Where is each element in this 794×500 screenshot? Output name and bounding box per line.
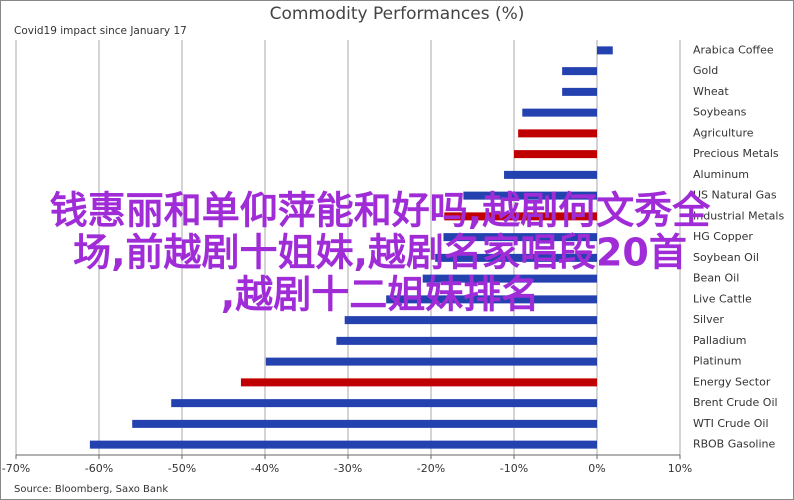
bar <box>463 191 597 200</box>
bar <box>504 170 597 179</box>
overlay-text: ,越剧十二姐妹排名 <box>221 273 539 317</box>
x-tick-label: -30% <box>334 462 362 475</box>
bar <box>518 129 597 138</box>
y-tick-label: Bean Oil <box>693 272 739 285</box>
chart-title: Commodity Performances (%) <box>270 4 525 24</box>
y-tick-label: Silver <box>693 313 724 326</box>
x-tick-label: -60% <box>85 462 113 475</box>
y-tick-label: Arabica Coffee <box>693 43 774 56</box>
y-tick-label: WTI Crude Oil <box>693 417 769 430</box>
y-tick-label: Energy Sector <box>693 375 771 388</box>
y-tick-label: Brent Crude Oil <box>693 396 778 409</box>
x-tick-label: -50% <box>168 462 196 475</box>
y-tick-label: Soybean Oil <box>693 251 759 264</box>
y-tick-label: RBOB Gasoline <box>693 438 776 451</box>
y-tick-label: HG Copper <box>693 230 753 243</box>
x-tick-label: -20% <box>417 462 445 475</box>
y-tick-label: Precious Metals <box>693 147 779 160</box>
source: Source: Bloomberg, Saxo Bank <box>14 484 168 495</box>
bar <box>344 316 597 325</box>
bar <box>265 357 597 366</box>
y-tick-label: Wheat <box>693 85 729 98</box>
bar <box>240 378 597 387</box>
bar <box>89 440 598 449</box>
bar <box>444 212 597 221</box>
bar <box>132 419 597 428</box>
bar <box>443 233 597 242</box>
overlay-text: 场,前越剧十姐妹,越剧名家唱段20首 <box>73 231 687 275</box>
x-tick-label: 0% <box>588 462 605 475</box>
bar <box>562 67 597 76</box>
y-tick-label: Soybeans <box>693 106 747 119</box>
bar <box>597 46 613 55</box>
y-tick-label: Live Cattle <box>693 292 752 305</box>
bar <box>386 295 597 304</box>
bar <box>171 399 597 408</box>
overlay-text: 钱惠丽和单仰萍能和好吗,越剧何文秀全 <box>50 189 711 233</box>
y-tick-label: Platinum <box>693 355 741 368</box>
x-tick-label: -70% <box>2 462 30 475</box>
y-tick-label: US Natural Gas <box>693 189 777 202</box>
chart-subtitle: Covid19 impact since January 17 <box>14 25 187 37</box>
bar <box>514 150 597 159</box>
y-tick-label: Gold <box>693 64 718 77</box>
bar <box>562 87 597 96</box>
bar <box>422 274 597 283</box>
bar <box>435 253 597 262</box>
x-tick-label: -10% <box>500 462 528 475</box>
y-tick-label: Agriculture <box>693 126 754 139</box>
x-tick-label: -40% <box>251 462 279 475</box>
y-tick-label: Palladium <box>693 334 746 347</box>
x-tick-label: 10% <box>668 462 692 475</box>
y-tick-label: Aluminum <box>693 168 749 181</box>
bar <box>522 108 597 117</box>
y-tick-label: Industrial Metals <box>693 209 784 222</box>
bar <box>336 336 597 345</box>
